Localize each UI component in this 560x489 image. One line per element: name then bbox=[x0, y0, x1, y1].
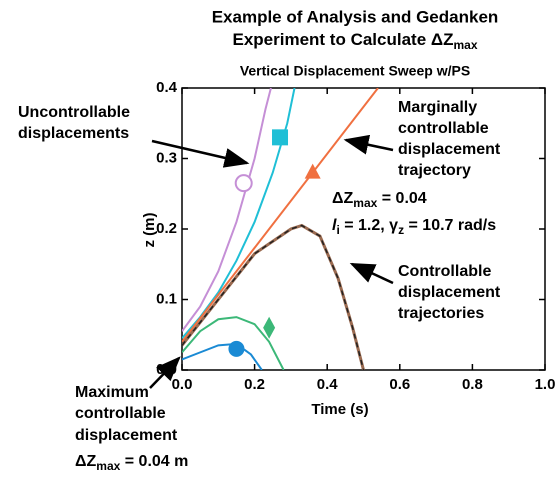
annotation: li = 1.2, γz = 10.7 rad/s bbox=[332, 217, 496, 237]
arrow bbox=[149, 356, 181, 389]
annotation: trajectories bbox=[398, 305, 484, 322]
annotation: displacement bbox=[398, 141, 501, 158]
line bbox=[182, 88, 272, 332]
arrow bbox=[349, 262, 394, 285]
arrow bbox=[343, 134, 394, 155]
annotation: Controllable bbox=[398, 263, 491, 280]
line bbox=[182, 342, 263, 370]
x-tick-label: 1.0 bbox=[535, 376, 556, 393]
chart-title: Experiment to Calculate ΔZmax bbox=[232, 30, 477, 52]
x-tick-label: 0.0 bbox=[172, 376, 193, 393]
annotation: displacements bbox=[18, 125, 129, 142]
chart-subtitle: Vertical Displacement Sweep w/PS bbox=[240, 63, 470, 79]
annotation: Uncontrollable bbox=[18, 104, 130, 121]
line-dash bbox=[182, 224, 365, 370]
annotation: ΔZmax = 0.04 m bbox=[75, 453, 188, 473]
annotation: trajectory bbox=[398, 162, 471, 179]
x-tick-label: 0.2 bbox=[244, 376, 265, 393]
x-axis-label: Time (s) bbox=[311, 401, 368, 418]
y-tick-label: 0.1 bbox=[156, 290, 177, 307]
annotation: Marginally bbox=[398, 99, 477, 116]
y-tick-label: 0.2 bbox=[156, 220, 177, 237]
marker bbox=[228, 340, 245, 357]
chart-title: Example of Analysis and Gedanken bbox=[212, 7, 499, 26]
marker bbox=[304, 163, 321, 179]
y-axis-label: z (m) bbox=[141, 213, 158, 248]
x-tick-label: 0.8 bbox=[462, 376, 483, 393]
annotation: ΔZmax = 0.04 bbox=[332, 190, 427, 210]
x-tick-label: 0.4 bbox=[317, 376, 339, 393]
annotation: displacement bbox=[398, 284, 501, 301]
marker bbox=[234, 174, 253, 193]
annotation: controllable bbox=[398, 120, 489, 137]
annotation: controllable bbox=[75, 405, 166, 422]
line bbox=[182, 316, 285, 370]
plot-area: 0.00.20.40.60.81.00.00.10.20.30.4 bbox=[156, 79, 555, 393]
arrow bbox=[151, 139, 250, 168]
annotation: displacement bbox=[75, 427, 178, 444]
annotation: Maximum bbox=[75, 384, 149, 401]
marker bbox=[263, 316, 276, 339]
x-tick-label: 0.6 bbox=[389, 376, 410, 393]
annotations: Uncontrollable displacements Marginally … bbox=[18, 99, 501, 473]
y-tick-label: 0.3 bbox=[156, 149, 177, 166]
marker bbox=[272, 129, 289, 146]
y-tick-label: 0.4 bbox=[156, 79, 178, 96]
line bbox=[182, 88, 379, 343]
